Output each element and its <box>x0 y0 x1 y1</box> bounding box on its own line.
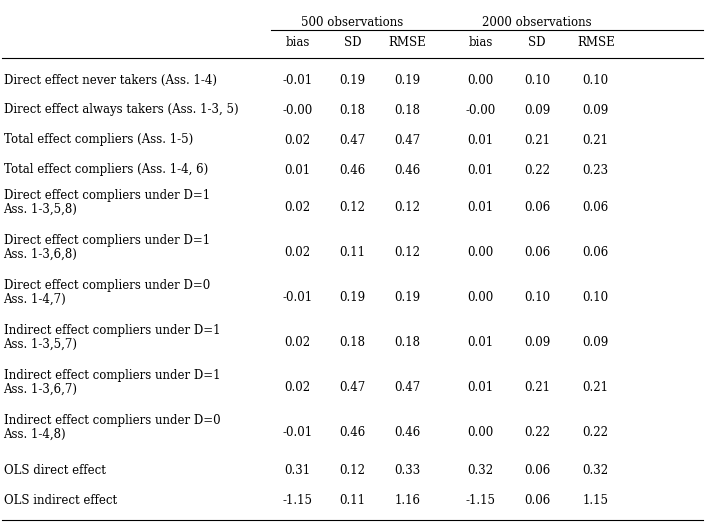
Text: 0.01: 0.01 <box>467 201 494 214</box>
Text: 0.21: 0.21 <box>525 133 550 147</box>
Text: 0.12: 0.12 <box>340 201 365 214</box>
Text: 0.11: 0.11 <box>340 246 365 259</box>
Text: OLS direct effect: OLS direct effect <box>4 463 106 477</box>
Text: 0.09: 0.09 <box>524 104 551 116</box>
Text: 0.19: 0.19 <box>339 291 366 304</box>
Text: 0.09: 0.09 <box>582 104 609 116</box>
Text: 0.19: 0.19 <box>394 291 421 304</box>
Text: SD: SD <box>344 36 361 49</box>
Text: 0.18: 0.18 <box>395 104 420 116</box>
Text: Ass. 1-3,6,8): Ass. 1-3,6,8) <box>4 248 78 261</box>
Text: 0.00: 0.00 <box>467 426 494 439</box>
Text: 0.47: 0.47 <box>394 133 421 147</box>
Text: 0.18: 0.18 <box>340 104 365 116</box>
Text: 0.19: 0.19 <box>394 74 421 87</box>
Text: 500 observations: 500 observations <box>301 16 404 29</box>
Text: 0.22: 0.22 <box>525 163 550 177</box>
Text: Total effect compliers (Ass. 1-4, 6): Total effect compliers (Ass. 1-4, 6) <box>4 163 208 177</box>
Text: -0.00: -0.00 <box>466 104 496 116</box>
Text: 2000 observations: 2000 observations <box>482 16 592 29</box>
Text: 0.10: 0.10 <box>524 74 551 87</box>
Text: 0.02: 0.02 <box>284 336 311 349</box>
Text: RMSE: RMSE <box>577 36 615 49</box>
Text: 0.01: 0.01 <box>284 163 311 177</box>
Text: 0.21: 0.21 <box>583 133 608 147</box>
Text: 0.47: 0.47 <box>339 133 366 147</box>
Text: 1.15: 1.15 <box>583 494 608 506</box>
Text: 0.46: 0.46 <box>394 426 421 439</box>
Text: 0.02: 0.02 <box>284 201 311 214</box>
Text: OLS indirect effect: OLS indirect effect <box>4 494 116 506</box>
Text: 0.01: 0.01 <box>467 133 494 147</box>
Text: 0.23: 0.23 <box>582 163 609 177</box>
Text: 0.21: 0.21 <box>583 381 608 394</box>
Text: Ass. 1-4,7): Ass. 1-4,7) <box>4 293 66 306</box>
Text: 0.00: 0.00 <box>467 291 494 304</box>
Text: -0.01: -0.01 <box>283 426 312 439</box>
Text: 1.16: 1.16 <box>395 494 420 506</box>
Text: Direct effect compliers under D=1: Direct effect compliers under D=1 <box>4 189 209 202</box>
Text: 0.21: 0.21 <box>525 381 550 394</box>
Text: 0.02: 0.02 <box>284 133 311 147</box>
Text: 0.12: 0.12 <box>395 246 420 259</box>
Text: 0.22: 0.22 <box>525 426 550 439</box>
Text: 0.02: 0.02 <box>284 381 311 394</box>
Text: 0.33: 0.33 <box>394 463 421 477</box>
Text: Total effect compliers (Ass. 1-5): Total effect compliers (Ass. 1-5) <box>4 133 192 147</box>
Text: 0.10: 0.10 <box>582 291 609 304</box>
Text: 0.32: 0.32 <box>582 463 609 477</box>
Text: 0.19: 0.19 <box>339 74 366 87</box>
Text: 0.18: 0.18 <box>340 336 365 349</box>
Text: Direct effect compliers under D=0: Direct effect compliers under D=0 <box>4 279 210 292</box>
Text: -1.15: -1.15 <box>466 494 496 506</box>
Text: 0.06: 0.06 <box>524 494 551 506</box>
Text: 0.32: 0.32 <box>467 463 494 477</box>
Text: Ass. 1-3,5,8): Ass. 1-3,5,8) <box>4 203 78 216</box>
Text: Ass. 1-3,5,7): Ass. 1-3,5,7) <box>4 338 78 351</box>
Text: Ass. 1-4,8): Ass. 1-4,8) <box>4 428 66 441</box>
Text: bias: bias <box>469 36 493 49</box>
Text: 0.12: 0.12 <box>340 463 365 477</box>
Text: Indirect effect compliers under D=1: Indirect effect compliers under D=1 <box>4 369 220 382</box>
Text: 0.01: 0.01 <box>467 381 494 394</box>
Text: 0.46: 0.46 <box>394 163 421 177</box>
Text: 0.47: 0.47 <box>339 381 366 394</box>
Text: 0.46: 0.46 <box>339 163 366 177</box>
Text: 0.01: 0.01 <box>467 163 494 177</box>
Text: 0.09: 0.09 <box>582 336 609 349</box>
Text: -1.15: -1.15 <box>283 494 312 506</box>
Text: SD: SD <box>529 36 546 49</box>
Text: Direct effect never takers (Ass. 1-4): Direct effect never takers (Ass. 1-4) <box>4 74 216 87</box>
Text: 0.02: 0.02 <box>284 246 311 259</box>
Text: 0.06: 0.06 <box>582 246 609 259</box>
Text: 0.18: 0.18 <box>395 336 420 349</box>
Text: 0.00: 0.00 <box>467 246 494 259</box>
Text: 0.10: 0.10 <box>582 74 609 87</box>
Text: 0.11: 0.11 <box>340 494 365 506</box>
Text: -0.01: -0.01 <box>283 291 312 304</box>
Text: bias: bias <box>286 36 309 49</box>
Text: 0.06: 0.06 <box>524 463 551 477</box>
Text: 0.09: 0.09 <box>524 336 551 349</box>
Text: 0.06: 0.06 <box>524 246 551 259</box>
Text: 0.06: 0.06 <box>582 201 609 214</box>
Text: 0.31: 0.31 <box>284 463 311 477</box>
Text: Direct effect compliers under D=1: Direct effect compliers under D=1 <box>4 234 209 247</box>
Text: RMSE: RMSE <box>388 36 427 49</box>
Text: 0.47: 0.47 <box>394 381 421 394</box>
Text: Ass. 1-3,6,7): Ass. 1-3,6,7) <box>4 383 78 396</box>
Text: 0.12: 0.12 <box>395 201 420 214</box>
Text: Indirect effect compliers under D=1: Indirect effect compliers under D=1 <box>4 324 220 337</box>
Text: -0.01: -0.01 <box>283 74 312 87</box>
Text: -0.00: -0.00 <box>283 104 312 116</box>
Text: 0.22: 0.22 <box>583 426 608 439</box>
Text: Indirect effect compliers under D=0: Indirect effect compliers under D=0 <box>4 414 220 427</box>
Text: 0.06: 0.06 <box>524 201 551 214</box>
Text: 0.10: 0.10 <box>524 291 551 304</box>
Text: 0.46: 0.46 <box>339 426 366 439</box>
Text: Direct effect always takers (Ass. 1-3, 5): Direct effect always takers (Ass. 1-3, 5… <box>4 104 238 116</box>
Text: 0.01: 0.01 <box>467 336 494 349</box>
Text: 0.00: 0.00 <box>467 74 494 87</box>
